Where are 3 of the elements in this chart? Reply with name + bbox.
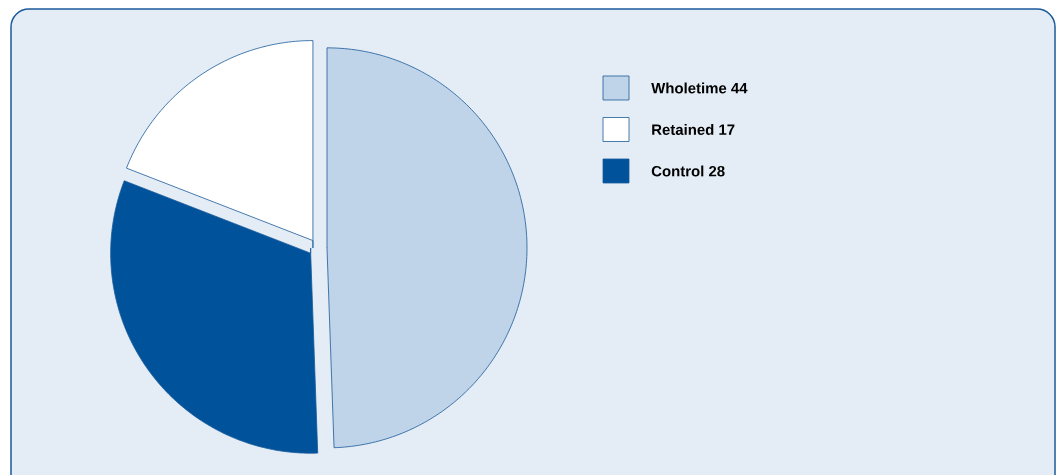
- legend-label: Control 28: [651, 165, 725, 177]
- legend-label: Wholetime 44: [651, 82, 748, 94]
- legend-label: Retained 17: [652, 124, 735, 135]
